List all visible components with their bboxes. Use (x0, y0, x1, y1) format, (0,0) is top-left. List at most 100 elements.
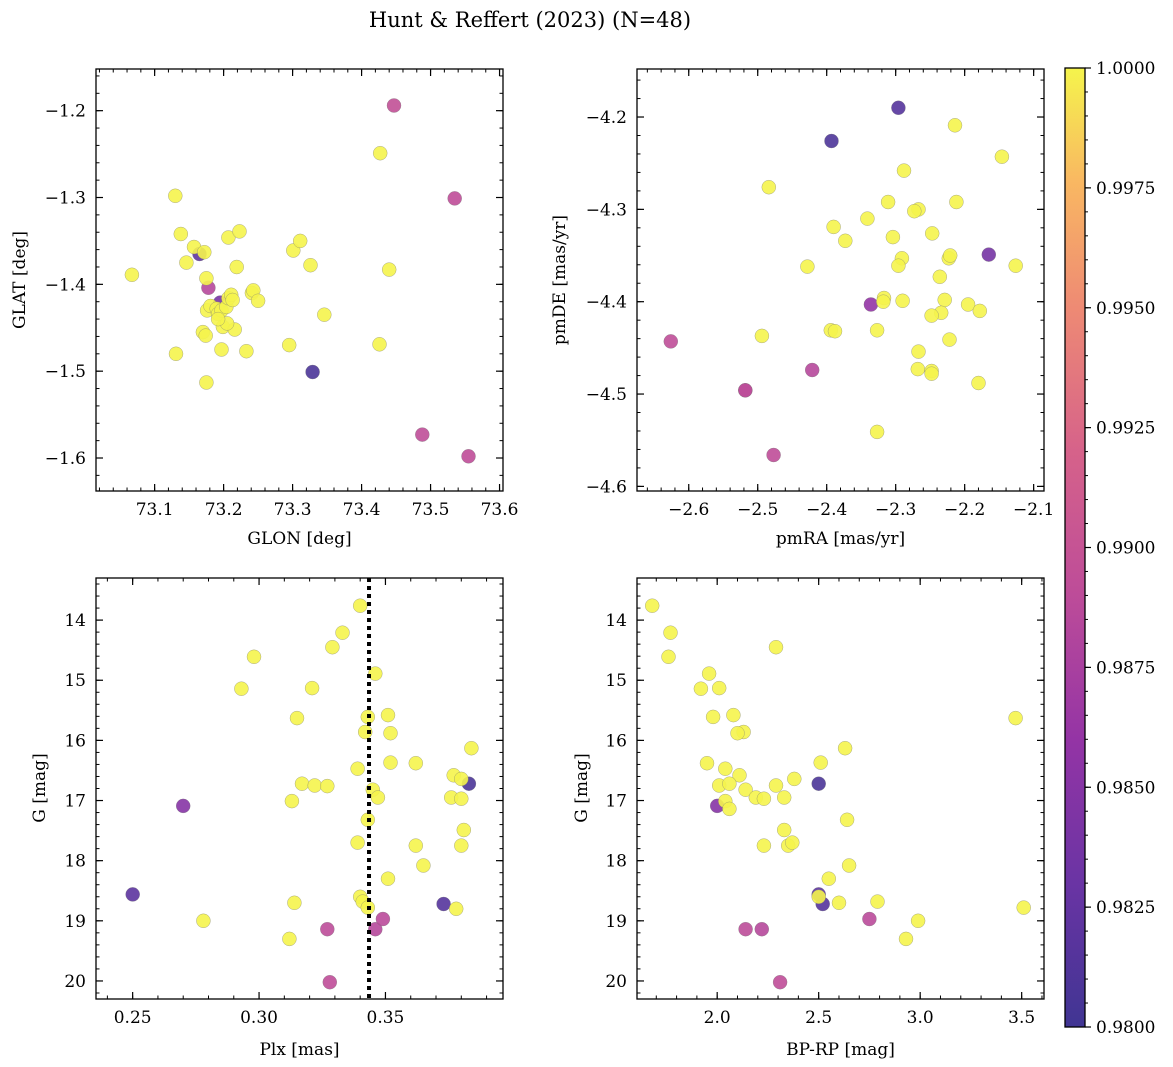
scatter-point (461, 449, 476, 464)
y-tick-label: −1.6 (45, 449, 86, 469)
scatter-point (281, 337, 297, 353)
scatter-point (294, 776, 310, 791)
scatter-point (942, 248, 958, 263)
scatter-point (898, 931, 914, 947)
scatter-point (380, 871, 396, 886)
panel-frame (636, 68, 1045, 492)
scatter-point (168, 346, 184, 362)
scatter-point (179, 255, 194, 270)
y-axis-label: pmDE [mas/yr] (550, 215, 570, 345)
scatter-point (1008, 710, 1023, 726)
scatter-point (375, 911, 391, 927)
scatter-point (947, 118, 963, 133)
scatter-point (907, 203, 922, 219)
scatter-point (738, 921, 753, 937)
x-tick-label: −2.2 (944, 500, 985, 520)
colorbar-tick-label: 0.9950 (1096, 299, 1155, 319)
scatter-point (644, 598, 660, 613)
x-axis-label: BP-RP [mag] (786, 1040, 895, 1060)
x-axis-label: GLON [deg] (247, 529, 351, 549)
scatter-point (776, 822, 792, 838)
scatter-point (896, 163, 912, 178)
scatter-point (756, 838, 772, 853)
scatter-point (454, 791, 469, 806)
x-axis-label: pmRA [mas/yr] (776, 529, 905, 549)
scatter-point (754, 328, 770, 344)
panel-frame (95, 68, 504, 492)
scatter-point (949, 194, 964, 210)
scatter-point (368, 921, 383, 937)
scatter-point (761, 179, 777, 195)
scatter-point (862, 911, 877, 927)
scatter-point (408, 838, 424, 853)
y-tick-label: 19 (605, 912, 627, 932)
colorbar-gradient (1064, 67, 1086, 1028)
scatter-point (932, 269, 948, 285)
x-axis-label: Plx [mas] (259, 1040, 339, 1060)
scatter-point (282, 931, 297, 947)
scatter-point (972, 303, 988, 319)
scatter-point (838, 233, 853, 249)
scatter-point (663, 334, 679, 349)
scatter-point (305, 364, 320, 380)
scatter-point (663, 625, 678, 640)
scatter-point (284, 793, 300, 809)
scatter-point (307, 778, 322, 793)
scatter-point (317, 307, 332, 322)
panel-points (124, 98, 476, 464)
scatter-point (821, 871, 837, 886)
scatter-point (661, 649, 676, 665)
x-tick-label: −2.5 (737, 500, 778, 520)
x-tick-label: −2.1 (1013, 500, 1054, 520)
scatter-point (320, 778, 335, 794)
panel-ticks: 2.0 2.5 3.0 3.5 14 15 16 17 18 19 20 (605, 578, 1044, 1028)
scatter-point (726, 707, 741, 723)
scatter-point (448, 901, 464, 917)
scatter-point (824, 133, 839, 149)
y-tick-label: 20 (64, 972, 86, 992)
scatter-point (456, 822, 472, 838)
scatter-point (381, 262, 397, 277)
y-axis-label: G [mag] (30, 753, 50, 822)
y-tick-label: −4.2 (586, 108, 627, 128)
scatter-point (447, 191, 462, 206)
y-tick-label: 16 (64, 731, 86, 751)
y-tick-label: −1.3 (45, 189, 86, 209)
panel-ticks: 73.1 73.2 73.3 73.4 73.5 73.6 −1.2 −1.3 −1.4 −1.5… (45, 69, 518, 520)
scatter-point (232, 224, 247, 239)
scatter-point (699, 755, 715, 771)
scatter-point (292, 233, 308, 249)
x-tick-label: 73.3 (274, 500, 312, 520)
scatter-point (885, 229, 901, 245)
colorbar-tick-label: 0.9975 (1096, 179, 1155, 199)
panel-pmra-pmde: −2.6 −2.5 −2.4 −2.3 −2.2 −2.1 −4.2 −4.3 −4.4 −4.5… (550, 68, 1054, 549)
x-tick-label: 2.0 (704, 1008, 731, 1028)
y-tick-label: 20 (605, 972, 627, 992)
scatter-point (754, 921, 770, 937)
scatter-point (863, 297, 879, 312)
scatter-point (718, 761, 733, 776)
y-tick-label: −4.6 (586, 477, 627, 497)
panel-points (644, 598, 1031, 990)
scatter-point (415, 427, 430, 442)
scatter-point (722, 776, 737, 791)
scatter-point (383, 755, 398, 770)
x-tick-label: −2.6 (668, 500, 709, 520)
scatter-point (785, 835, 800, 850)
x-tick-label: 2.5 (805, 1008, 832, 1028)
scatter-point (811, 776, 826, 791)
panel-bprp-g: 2.0 2.5 3.0 3.5 14 15 16 17 18 19 20 BP-RP [mag] G… (572, 577, 1045, 1060)
scatter-point (811, 889, 826, 905)
y-tick-label: −1.4 (45, 275, 86, 295)
panel-glon-glat: 73.1 73.2 73.3 73.4 73.5 73.6 −1.2 −1.3 −1.4 −1.5… (10, 68, 518, 549)
scatter-point (335, 625, 350, 640)
scatter-point (350, 761, 365, 776)
colorbar: 0.9800 0.9825 0.9850 0.9875 0.9900 0.9925 0.99… (1064, 59, 1155, 1038)
scatter-point (1008, 258, 1023, 273)
scatter-point (800, 259, 815, 274)
y-tick-label: 19 (64, 912, 86, 932)
x-tick-label: 0.25 (114, 1008, 152, 1028)
scatter-point (368, 666, 383, 681)
scatter-point (910, 913, 926, 929)
